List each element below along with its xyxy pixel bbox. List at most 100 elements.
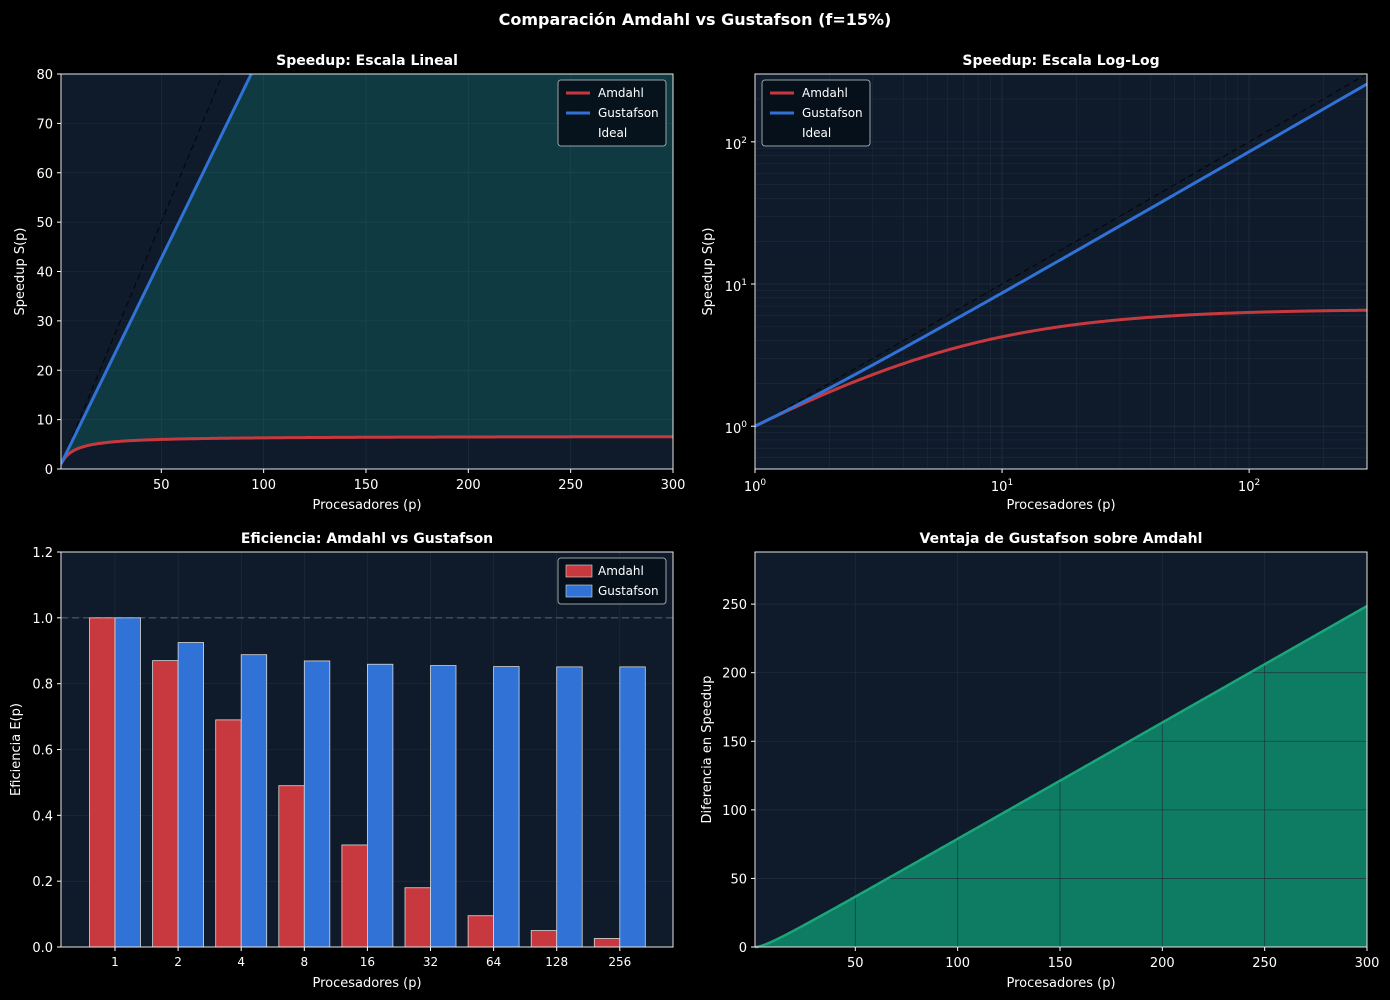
advantage-xtick-label: 100 [945,956,970,971]
efficiency-bar-amdahl [89,617,116,948]
linear-legend-label-amdahl: Amdahl [598,86,644,100]
loglog-title: Speedup: Escala Log-Log [962,53,1159,69]
linear-ytick-label: 50 [36,216,53,231]
efficiency-xlabel: Procesadores (p) [312,976,421,991]
efficiency-bar-amdahl [215,719,242,948]
linear-xtick-label: 250 [558,478,583,493]
linear-ylabel: Speedup S(p) [13,227,28,315]
advantage-ytick-label: 100 [722,804,747,819]
chart-efficiency: Eficiencia: Amdahl vs Gustafson Procesado… [9,531,674,991]
efficiency-xtick-label: 1 [111,955,119,969]
loglog-amdahl-line [755,308,1367,428]
linear-legend-label-gustafson: Gustafson [598,106,659,120]
figure-title: Comparación Amdahl vs Gustafson (f=15%) [499,10,892,29]
efficiency-bar-gustafson [303,660,331,948]
advantage-xtick-label: 50 [847,956,864,971]
loglog-legend-label-gustafson: Gustafson [802,106,863,120]
efficiency-bar-amdahl [404,887,431,948]
efficiency-bar-gustafson [556,666,583,948]
efficiency-bar-amdahl [467,915,495,948]
efficiency-bar-amdahl [341,844,368,948]
efficiency-xtick-label: 32 [423,955,438,969]
loglog-ytick-label: 102 [725,136,747,153]
loglog-xtick-label: 101 [991,478,1013,495]
efficiency-title: Eficiencia: Amdahl vs Gustafson [241,531,493,547]
linear-legend-label-ideal: Ideal [598,126,627,140]
efficiency-bar-gustafson [493,666,520,948]
efficiency-bar-amdahl [152,660,179,948]
chart-advantage: Ventaja de Gustafson sobre Amdahl Procesa… [700,531,1379,991]
efficiency-xtick-label: 256 [608,955,631,969]
linear-ytick-label: 30 [36,315,53,330]
linear-amdahl-line [61,435,673,465]
efficiency-bar-gustafson [114,617,141,948]
advantage-ytick-label: 50 [730,872,747,887]
linear-xtick-label: 200 [456,478,481,493]
loglog-legend-label-ideal: Ideal [802,126,831,140]
efficiency-ytick-label: 0.2 [32,875,53,890]
chart-linear-speedup: Speedup: Escala Lineal Procesadores (p) 50… [13,53,686,513]
efficiency-xtick-label: 128 [545,955,568,969]
linear-gustafson-line [61,74,253,465]
efficiency-xtick-label: 64 [486,955,501,969]
advantage-ytick-label: 150 [722,735,747,750]
advantage-line [754,604,1368,949]
linear-xtick-label: 150 [354,478,379,493]
efficiency-legend-swatch-gustafson [565,584,593,598]
linear-ytick-label: 70 [36,117,53,132]
advantage-ytick-label: 250 [722,598,747,613]
loglog-ytick-exponent: 0 [741,420,747,430]
loglog-legend [761,79,871,147]
efficiency-bar-amdahl [530,930,558,948]
linear-legend [557,79,667,147]
chart-loglog-speedup: Speedup: Escala Log-Log Procesadores (p) 1… [701,53,1368,513]
efficiency-ytick-label: 0.6 [32,744,53,759]
linear-xtick-label: 300 [661,478,686,493]
linear-ytick-label: 40 [36,266,53,281]
linear-xtick-label: 50 [153,478,170,493]
efficiency-xtick-label: 2 [174,955,182,969]
linear-xtick-label: 100 [251,478,276,493]
loglog-legend-label-amdahl: Amdahl [802,86,848,100]
advantage-xtick-label: 200 [1150,956,1175,971]
loglog-ytick-label: 101 [725,278,747,295]
linear-ytick-label: 10 [36,414,53,429]
linear-xlabel: Procesadores (p) [312,498,421,513]
efficiency-bar-gustafson [619,666,646,948]
efficiency-legend-label-amdahl: Amdahl [598,564,644,578]
advantage-ylabel: Diferencia en Speedup [700,676,715,824]
loglog-xtick-label: 100 [744,478,767,495]
linear-title: Speedup: Escala Lineal [276,53,458,69]
efficiency-bar-gustafson [177,642,205,948]
loglog-gustafson-line [755,82,1367,428]
linear-advantage-fill [61,74,673,465]
loglog-ylabel: Speedup S(p) [701,227,716,315]
loglog-xtick-label: 102 [1238,478,1260,495]
advantage-area-fill [755,606,1367,947]
efficiency-bar-amdahl [278,785,305,948]
efficiency-legend-label-gustafson: Gustafson [598,584,659,598]
advantage-ytick-label: 200 [722,667,747,682]
efficiency-border [60,551,674,948]
efficiency-ytick-label: 0.4 [32,809,53,824]
advantage-xtick-label: 150 [1048,956,1073,971]
efficiency-xtick-label: 16 [360,955,375,969]
linear-ytick-label: 60 [36,167,53,182]
linear-plot-content [61,74,673,469]
loglog-ytick-exponent: 1 [741,278,747,288]
efficiency-ytick-label: 1.2 [32,546,53,561]
efficiency-bar-gustafson [366,663,394,948]
loglog-xtick-exponent: 2 [1255,478,1261,488]
linear-border [60,73,674,470]
efficiency-xtick-label: 8 [300,955,308,969]
linear-ytick-label: 0 [45,463,53,478]
efficiency-bar-gustafson [240,654,268,948]
loglog-xlabel: Procesadores (p) [1006,498,1115,513]
advantage-xlabel: Procesadores (p) [1006,976,1115,991]
efficiency-ytick-label: 0.8 [32,678,53,693]
loglog-xtick-exponent: 0 [760,478,766,488]
loglog-ideal-line [755,74,1367,427]
linear-ytick-label: 80 [36,68,53,83]
efficiency-ytick-label: 1.0 [32,612,53,627]
